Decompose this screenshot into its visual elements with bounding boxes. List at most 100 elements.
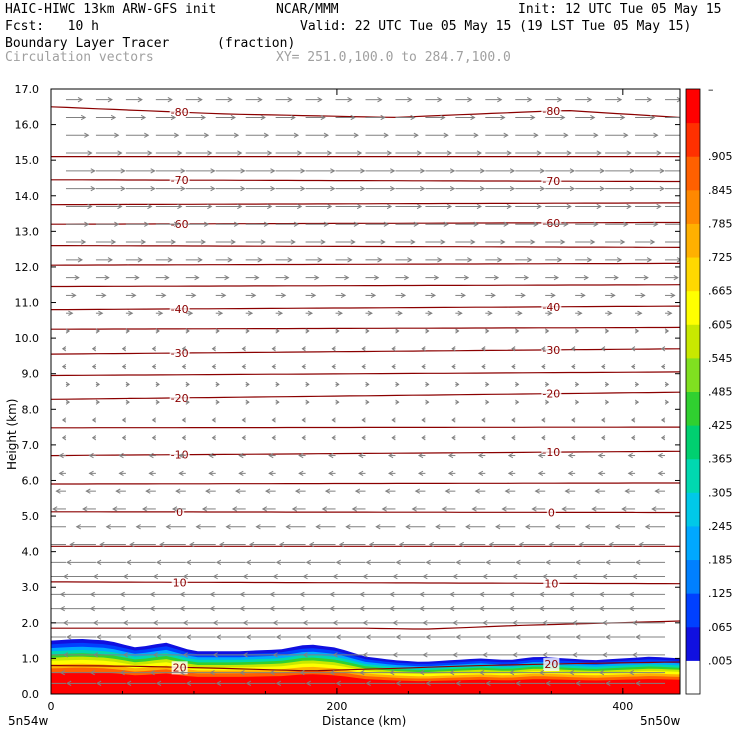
contour-label-bg xyxy=(541,387,562,401)
wind-vector xyxy=(335,114,356,121)
wind-vector xyxy=(405,524,426,530)
vector-field-name: Circulation vectors xyxy=(5,50,154,65)
wind-vector xyxy=(515,310,523,316)
wind-vector xyxy=(365,257,383,263)
y-tick-label: 13.0 xyxy=(15,225,40,238)
wind-vector xyxy=(485,239,506,245)
wind-vector xyxy=(335,381,340,387)
wind-vector xyxy=(122,620,156,626)
wind-vector xyxy=(602,573,636,580)
wind-vector xyxy=(575,132,599,138)
wind-vector xyxy=(195,524,216,530)
wind-vector xyxy=(185,257,203,263)
wind-vector xyxy=(125,203,153,210)
wind-vector xyxy=(455,310,463,316)
wind-vector xyxy=(660,346,666,352)
wind-vector xyxy=(541,363,546,370)
wind-vector xyxy=(455,680,486,686)
wind-vector xyxy=(575,292,586,299)
wind-vector xyxy=(245,559,276,565)
wind-vector xyxy=(395,399,400,405)
wind-vector xyxy=(324,488,336,494)
wind-vector xyxy=(545,328,550,334)
wind-vector xyxy=(125,132,150,138)
wind-vector xyxy=(631,652,666,658)
init-time: Init: 12 UTC Tue 05 May 15 xyxy=(518,2,722,17)
wind-vector xyxy=(471,506,486,512)
wind-vector xyxy=(605,150,632,156)
wind-vector xyxy=(485,634,516,640)
wind-vector xyxy=(365,634,396,640)
colorbar-label: .905 xyxy=(708,150,733,163)
wind-vector xyxy=(365,381,370,387)
wind-vector xyxy=(455,97,473,103)
wind-vector xyxy=(245,310,254,316)
wind-vector xyxy=(455,150,482,156)
wind-vector xyxy=(545,274,560,281)
wind-vector xyxy=(301,435,306,441)
wind-vector xyxy=(664,399,670,405)
wind-vector xyxy=(392,652,426,658)
right-endpoint-label: 5n50w xyxy=(640,714,681,728)
wind-vector xyxy=(51,544,66,546)
wind-vector xyxy=(95,399,100,405)
wind-vector xyxy=(215,168,246,174)
wind-vector xyxy=(335,97,353,103)
wind-vector xyxy=(361,363,366,370)
wind-vector xyxy=(249,541,276,548)
wind-vector xyxy=(121,417,127,423)
wind-vector xyxy=(391,346,396,352)
wind-vector xyxy=(245,292,257,299)
wind-vector xyxy=(542,573,576,580)
wind-vector xyxy=(95,168,126,174)
colorbar-top-label: – xyxy=(708,83,714,96)
wind-vector xyxy=(455,114,476,121)
wind-vector xyxy=(305,274,320,281)
wind-vector xyxy=(631,620,666,626)
wind-vector xyxy=(485,203,512,210)
wind-vector xyxy=(485,274,500,281)
wind-vector xyxy=(571,363,576,370)
wind-vector xyxy=(275,150,303,156)
wind-vector xyxy=(395,168,426,174)
wind-vector xyxy=(268,470,276,476)
wind-vector xyxy=(335,239,356,245)
wind-vector xyxy=(185,150,213,156)
wind-vector xyxy=(511,435,516,441)
wind-vector xyxy=(635,310,643,316)
wind-vector xyxy=(545,150,572,156)
wind-vector xyxy=(634,399,640,405)
wind-vector xyxy=(268,452,276,459)
wind-vector xyxy=(182,620,216,626)
wind-vector xyxy=(458,541,486,548)
wind-vector xyxy=(365,168,396,174)
wind-vector xyxy=(335,203,363,210)
wind-vector xyxy=(425,310,433,316)
wind-vector xyxy=(275,559,306,565)
wind-vector xyxy=(665,97,680,103)
wind-vector xyxy=(485,168,516,174)
wind-vector xyxy=(125,310,134,316)
wind-vector xyxy=(575,186,606,192)
wind-vector xyxy=(275,221,300,227)
wind-vector xyxy=(605,186,635,192)
wind-vector xyxy=(241,417,246,423)
contour-label: -20 xyxy=(171,392,189,405)
wind-vector xyxy=(145,488,156,494)
wind-vector xyxy=(305,634,336,640)
wind-vector xyxy=(495,524,516,530)
wind-vector xyxy=(575,97,593,103)
wind-vector xyxy=(185,221,210,227)
wind-vector xyxy=(542,652,576,658)
y-tick-label: 9.0 xyxy=(22,368,40,381)
wind-vector xyxy=(635,186,665,192)
wind-vector xyxy=(365,150,393,156)
wind-vector xyxy=(362,573,396,580)
wind-vector xyxy=(421,435,426,441)
wind-vector xyxy=(545,203,572,210)
wind-vector xyxy=(605,257,623,263)
wind-vector xyxy=(597,470,606,476)
wind-vector xyxy=(275,132,300,138)
wind-vector xyxy=(335,132,359,138)
